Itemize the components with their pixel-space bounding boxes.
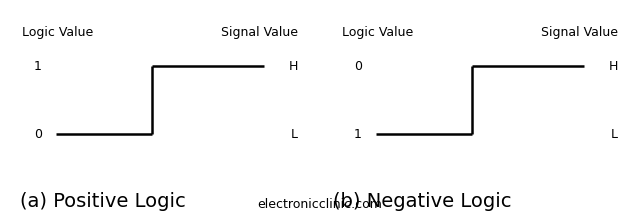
Text: Signal Value: Signal Value (541, 26, 618, 39)
Text: Logic Value: Logic Value (22, 26, 93, 39)
Text: (a) Positive Logic: (a) Positive Logic (20, 192, 185, 211)
Text: 1: 1 (34, 60, 42, 73)
Text: 0: 0 (354, 60, 362, 73)
Text: electronicclinic.com: electronicclinic.com (257, 198, 383, 211)
Text: L: L (611, 128, 618, 141)
Text: (b) Negative Logic: (b) Negative Logic (333, 192, 511, 211)
Text: L: L (291, 128, 298, 141)
Text: Logic Value: Logic Value (342, 26, 413, 39)
Text: H: H (289, 60, 298, 73)
Text: 0: 0 (34, 128, 42, 141)
Text: H: H (609, 60, 618, 73)
Text: 1: 1 (354, 128, 362, 141)
Text: Signal Value: Signal Value (221, 26, 298, 39)
